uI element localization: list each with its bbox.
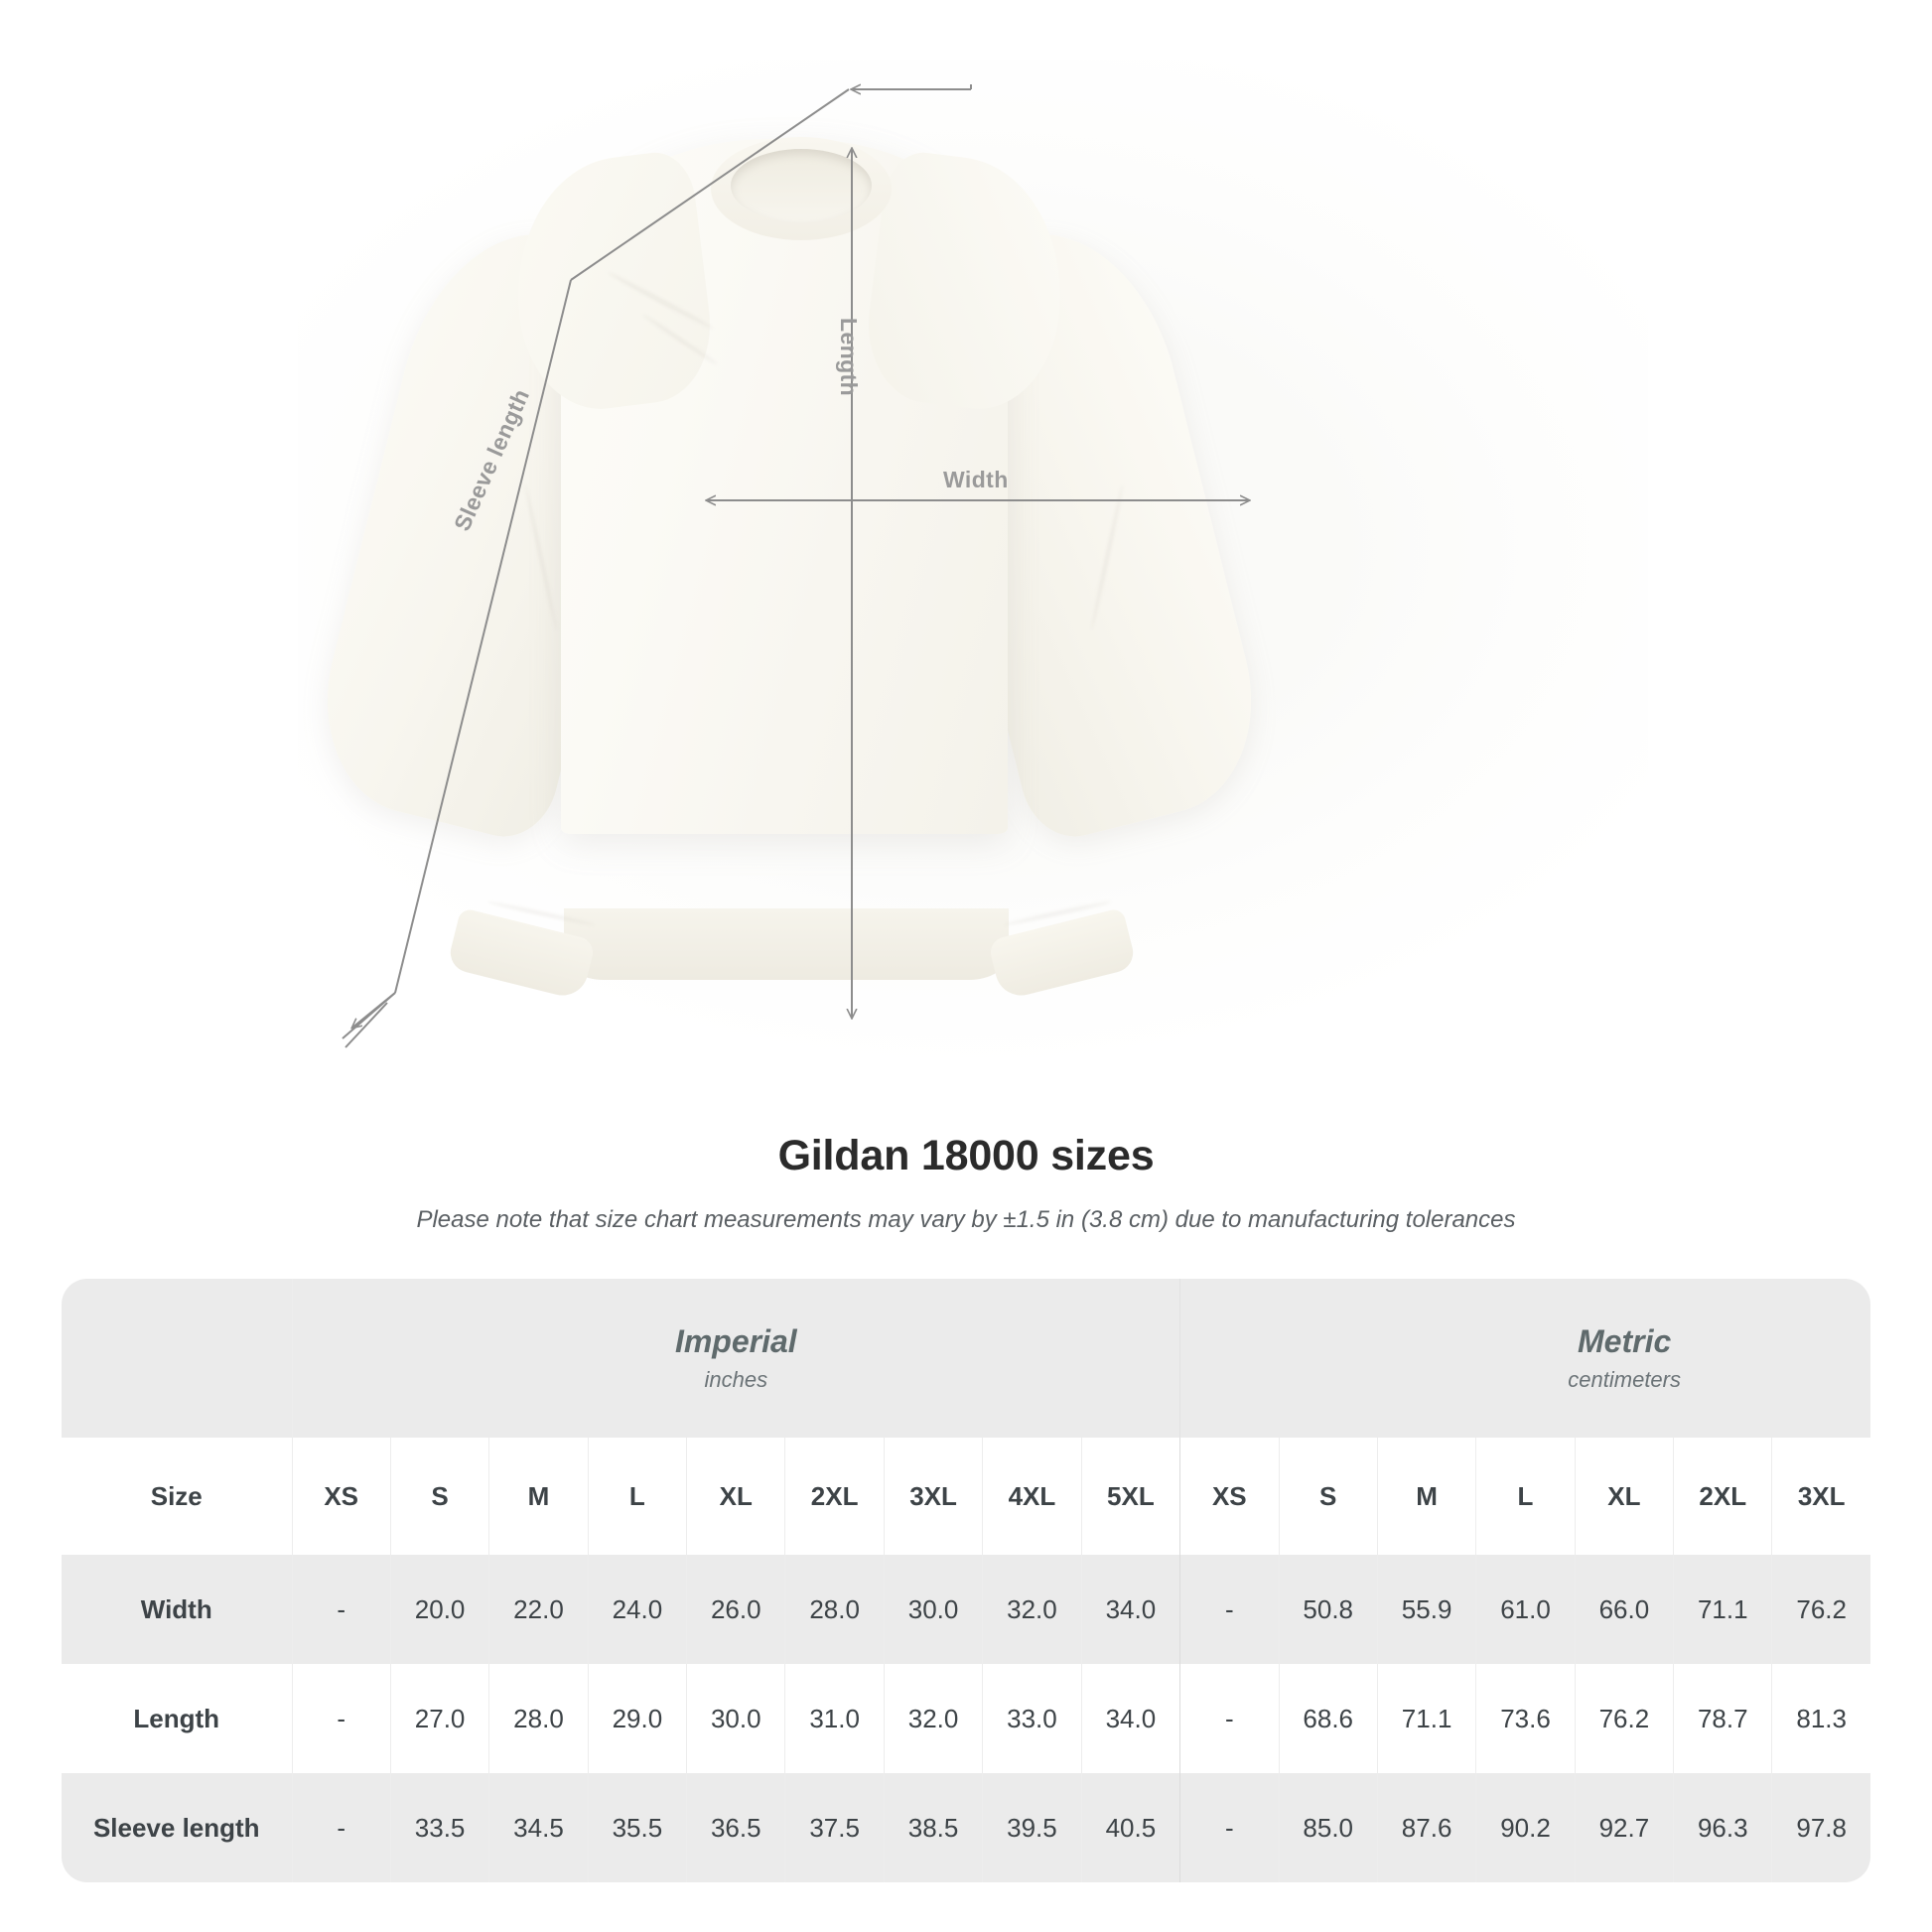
width-imp-4xl: 32.0 <box>982 1555 1082 1664</box>
size-header-imp-3xl: 3XL <box>883 1438 983 1555</box>
imperial-group-header: Imperial inches <box>291 1279 1180 1438</box>
size-table-container: Imperial inches Metric centimeters Size … <box>62 1279 1870 1882</box>
sweatshirt-illustration <box>301 137 1278 1002</box>
length-imp-5xl: 34.0 <box>1080 1664 1180 1773</box>
size-header-imp-4xl: 4XL <box>982 1438 1082 1555</box>
length-annotation-label: Length <box>836 318 862 397</box>
length-imp-2xl: 31.0 <box>784 1664 885 1773</box>
size-header-imp-m: M <box>488 1438 589 1555</box>
table-row-width: Width - 20.0 22.0 24.0 26.0 28.0 30.0 32… <box>62 1555 1870 1664</box>
sleeve-imp-5xl: 40.5 <box>1080 1773 1180 1882</box>
length-met-xl: 76.2 <box>1574 1664 1674 1773</box>
size-header-met-3xl: 3XL <box>1771 1438 1870 1555</box>
width-imp-m: 22.0 <box>488 1555 589 1664</box>
sleeve-met-3xl: 97.8 <box>1771 1773 1870 1882</box>
size-header-imp-2xl: 2XL <box>784 1438 885 1555</box>
unit-spacer <box>62 1279 292 1438</box>
length-met-s: 68.6 <box>1278 1664 1378 1773</box>
size-header-label: Size <box>150 1480 203 1511</box>
unit-group-row: Imperial inches Metric centimeters <box>62 1279 1870 1438</box>
width-imp-l: 24.0 <box>587 1555 687 1664</box>
size-header-imp-xs: XS <box>291 1438 391 1555</box>
width-met-s: 50.8 <box>1278 1555 1378 1664</box>
size-header-met-s: S <box>1278 1438 1378 1555</box>
size-header-met-2xl: 2XL <box>1673 1438 1772 1555</box>
sleeve-met-xs: - <box>1179 1773 1280 1882</box>
metric-sublabel: centimeters <box>1568 1367 1681 1393</box>
size-header-row: Size XS S M L XL 2XL 3XL 4XL 5XL XS S M … <box>62 1438 1870 1555</box>
size-header-met-xs: XS <box>1179 1438 1280 1555</box>
metric-label: Metric <box>1578 1322 1672 1359</box>
size-header-imp-s: S <box>389 1438 489 1555</box>
sleeve-imp-xl: 36.5 <box>686 1773 785 1882</box>
metric-group-header: Metric centimeters <box>1179 1279 1870 1438</box>
imperial-label: Imperial <box>674 1322 797 1359</box>
title-block: Gildan 18000 sizes Please note that size… <box>0 1132 1932 1234</box>
width-imp-5xl: 34.0 <box>1080 1555 1180 1664</box>
table-row-sleeve-length: Sleeve length - 33.5 34.5 35.5 36.5 37.5… <box>62 1773 1870 1882</box>
sleeve-met-xl: 92.7 <box>1574 1773 1674 1882</box>
width-met-xl: 66.0 <box>1574 1555 1674 1664</box>
size-header-met-xl: XL <box>1574 1438 1674 1555</box>
sleeve-imp-s: 33.5 <box>389 1773 489 1882</box>
sleeve-met-m: 87.6 <box>1376 1773 1476 1882</box>
length-imp-4xl: 33.0 <box>982 1664 1082 1773</box>
length-imp-m: 28.0 <box>488 1664 589 1773</box>
width-annotation-label: Width <box>943 467 1009 492</box>
width-imp-xs: - <box>291 1555 391 1664</box>
sleeve-imp-4xl: 39.5 <box>982 1773 1082 1882</box>
width-met-l: 61.0 <box>1475 1555 1576 1664</box>
size-header-met-m: M <box>1376 1438 1476 1555</box>
chart-title: Gildan 18000 sizes <box>777 1132 1155 1179</box>
width-imp-s: 20.0 <box>389 1555 489 1664</box>
length-met-3xl: 81.3 <box>1771 1664 1870 1773</box>
sleeve-met-l: 90.2 <box>1475 1773 1576 1882</box>
sleeve-met-2xl: 96.3 <box>1673 1773 1772 1882</box>
size-header-imp-l: L <box>587 1438 687 1555</box>
width-met-m: 55.9 <box>1376 1555 1476 1664</box>
width-imp-2xl: 28.0 <box>784 1555 885 1664</box>
length-imp-xs: - <box>291 1664 391 1773</box>
sleeve-met-s: 85.0 <box>1278 1773 1378 1882</box>
sleeve-imp-3xl: 38.5 <box>883 1773 983 1882</box>
length-met-2xl: 78.7 <box>1673 1664 1772 1773</box>
length-met-m: 71.1 <box>1376 1664 1476 1773</box>
length-met-xs: - <box>1179 1664 1280 1773</box>
neckline-inner <box>731 149 872 222</box>
sleeve-imp-m: 34.5 <box>488 1773 589 1882</box>
length-imp-xl: 30.0 <box>686 1664 785 1773</box>
table-row-length: Length - 27.0 28.0 29.0 30.0 31.0 32.0 3… <box>62 1664 1870 1773</box>
size-header-met-l: L <box>1475 1438 1576 1555</box>
width-met-2xl: 71.1 <box>1673 1555 1772 1664</box>
width-met-3xl: 76.2 <box>1771 1555 1870 1664</box>
size-header-imp-5xl: 5XL <box>1080 1438 1180 1555</box>
length-imp-3xl: 32.0 <box>883 1664 983 1773</box>
size-table: Imperial inches Metric centimeters Size … <box>62 1279 1870 1882</box>
sleeve-imp-l: 35.5 <box>587 1773 687 1882</box>
width-met-xs: - <box>1179 1555 1280 1664</box>
chart-note: Please note that size chart measurements… <box>416 1206 1516 1233</box>
row-label-sleeve-length: Sleeve length <box>92 1812 260 1843</box>
sleeve-imp-xs: - <box>291 1773 391 1882</box>
product-photo: Length Width Sleeve length <box>298 60 1648 1072</box>
width-imp-3xl: 30.0 <box>883 1555 983 1664</box>
garment-hem <box>564 908 1009 980</box>
length-imp-l: 29.0 <box>587 1664 687 1773</box>
row-label-length: Length <box>133 1703 220 1733</box>
length-met-l: 73.6 <box>1475 1664 1576 1773</box>
sleeve-imp-2xl: 37.5 <box>784 1773 885 1882</box>
imperial-sublabel: inches <box>704 1367 768 1393</box>
length-imp-s: 27.0 <box>389 1664 489 1773</box>
width-imp-xl: 26.0 <box>686 1555 785 1664</box>
size-header-imp-xl: XL <box>686 1438 785 1555</box>
row-label-width: Width <box>140 1593 212 1624</box>
